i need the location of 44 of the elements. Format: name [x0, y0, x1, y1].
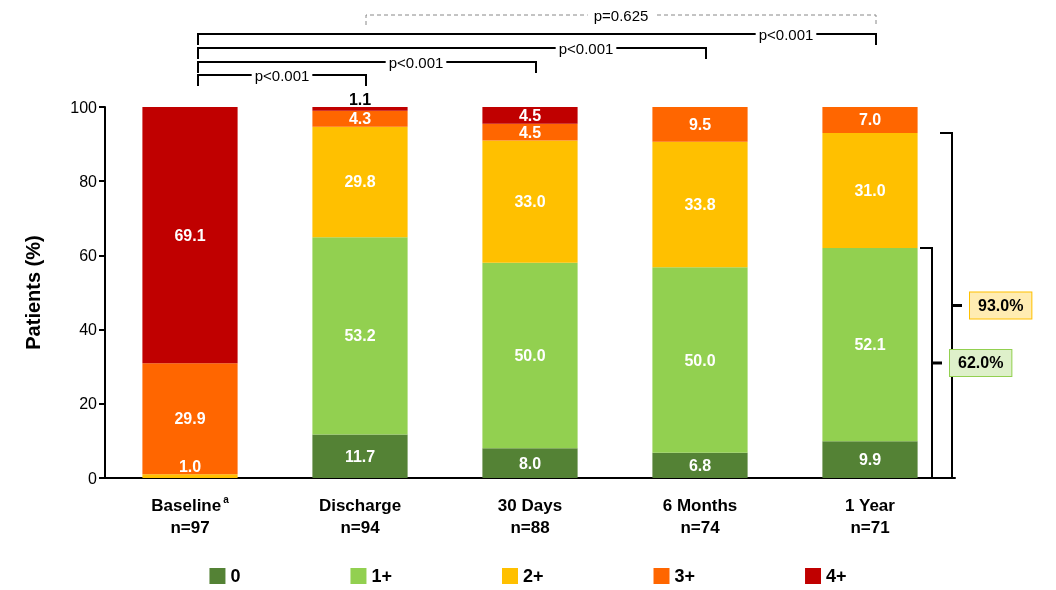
y-axis-title: Patients (%) — [22, 235, 44, 350]
y-tick-label: 60 — [79, 246, 98, 264]
y-tick-label: 20 — [79, 395, 98, 413]
data-label: 9.5 — [688, 115, 712, 133]
text: 62.0% — [958, 354, 1004, 372]
data-label: 52.1 — [854, 336, 886, 354]
data-label: 50.0 — [514, 347, 546, 365]
data-label: 6.8 — [688, 456, 712, 474]
data-label: 69.1 — [174, 226, 206, 244]
data-label: 4.5 — [518, 106, 542, 124]
data-label: 29.9 — [174, 410, 206, 428]
data-label: 8.0 — [518, 454, 542, 472]
text: p<0.001 — [388, 53, 444, 71]
data-label: 7.0 — [858, 111, 882, 129]
y-tick-label: 100 — [70, 98, 98, 116]
legend-label: 4+ — [826, 566, 847, 586]
x-tick-label: 30 Days n=88 — [497, 495, 563, 537]
legend-label: 0 — [230, 566, 241, 586]
text: p<0.001 — [558, 39, 614, 57]
legend-label: 3+ — [674, 566, 696, 586]
text: p=0.625 — [593, 6, 649, 24]
data-label: 33.0 — [514, 193, 546, 211]
data-label: 33.8 — [684, 196, 716, 214]
data-label: 1.0 — [178, 457, 202, 475]
x-tick-label: 1 Year n=71 — [845, 495, 896, 537]
x-tick-label: Discharge n=94 — [318, 495, 402, 537]
text: p<0.001 — [254, 66, 310, 84]
legend-label: 2+ — [522, 566, 544, 586]
y-tick-label: 40 — [79, 321, 98, 339]
data-label: 4.3 — [348, 110, 372, 128]
x-tick-label: 6 Months n=74 — [662, 495, 738, 537]
text: 93.0% — [978, 296, 1024, 314]
y-tick-label: 0 — [88, 469, 98, 487]
text: p<0.001 — [758, 25, 814, 43]
data-label: 53.2 — [344, 327, 376, 345]
data-label: 29.8 — [344, 173, 376, 191]
y-tick-label: 80 — [79, 172, 98, 190]
data-label: 4.5 — [518, 123, 542, 141]
data-label: 1.1 — [348, 90, 372, 108]
data-label: 11.7 — [344, 447, 376, 465]
legend-label: 1+ — [371, 566, 392, 586]
data-label: 31.0 — [854, 181, 886, 199]
data-label: 9.9 — [858, 451, 882, 469]
data-label: 50.0 — [684, 351, 716, 369]
